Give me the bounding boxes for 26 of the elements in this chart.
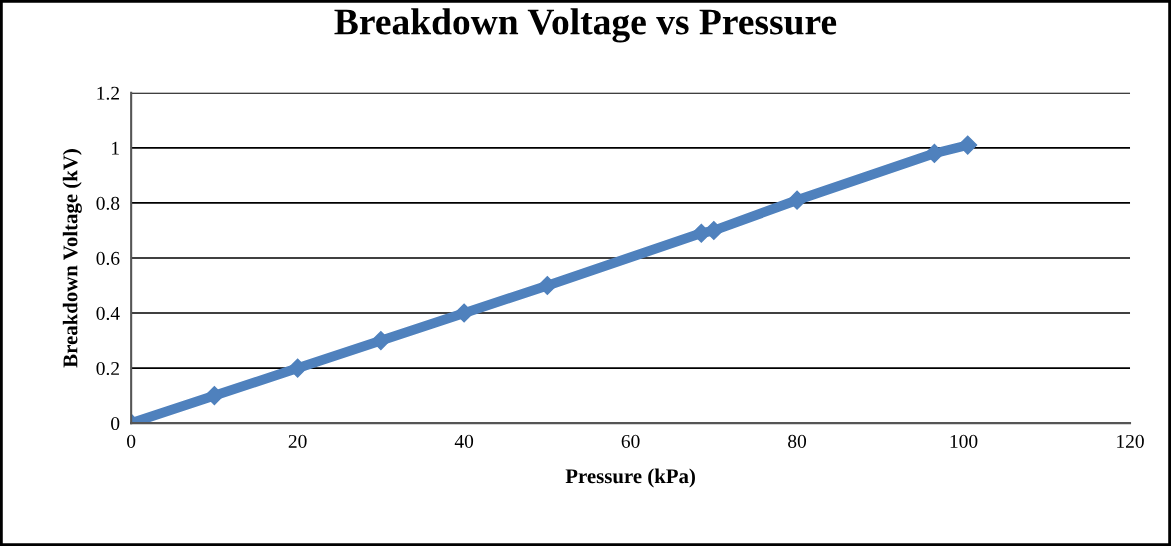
x-tick-label: 80 bbox=[788, 434, 807, 448]
point bbox=[288, 358, 308, 378]
y-tick-label: 0.2 bbox=[96, 361, 119, 376]
y-tick-label: 0 bbox=[111, 416, 120, 431]
x-axis-title: Pressure (kPa) bbox=[565, 468, 695, 488]
point bbox=[204, 386, 224, 406]
y-tick-label: 1 bbox=[112, 141, 119, 155]
y-tick-label: 0.8 bbox=[96, 196, 120, 210]
point bbox=[371, 331, 391, 351]
y-tick-label: 0.4 bbox=[96, 306, 120, 321]
x-tick-label: 40 bbox=[454, 434, 474, 448]
point bbox=[704, 220, 724, 240]
y-axis-title: Breakdown Voltage (kV) bbox=[62, 149, 82, 368]
x-tick-label: 0 bbox=[127, 434, 136, 448]
y-tick-label: 1.2 bbox=[97, 86, 119, 100]
point bbox=[924, 143, 944, 163]
chart-title: Breakdown Voltage vs Pressure bbox=[334, 8, 837, 43]
y-tick-label: 0.6 bbox=[96, 251, 120, 266]
point bbox=[537, 275, 557, 296]
point bbox=[787, 190, 807, 210]
x-tick-label: 120 bbox=[1117, 434, 1144, 448]
point bbox=[454, 303, 474, 323]
x-tick-label: 60 bbox=[621, 434, 640, 448]
x-tick-label: 20 bbox=[288, 434, 307, 448]
x-tick-label: 100 bbox=[950, 434, 978, 448]
point bbox=[958, 135, 978, 155]
